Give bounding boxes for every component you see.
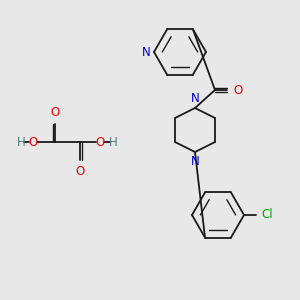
Text: H: H xyxy=(109,136,117,148)
Text: H: H xyxy=(16,136,26,148)
Text: O: O xyxy=(28,136,38,148)
Text: N: N xyxy=(190,92,200,105)
Text: N: N xyxy=(142,46,151,59)
Text: O: O xyxy=(50,106,60,119)
Text: Cl: Cl xyxy=(261,208,273,221)
Text: O: O xyxy=(75,165,85,178)
Text: O: O xyxy=(95,136,105,148)
Text: O: O xyxy=(233,83,242,97)
Text: N: N xyxy=(190,155,200,168)
